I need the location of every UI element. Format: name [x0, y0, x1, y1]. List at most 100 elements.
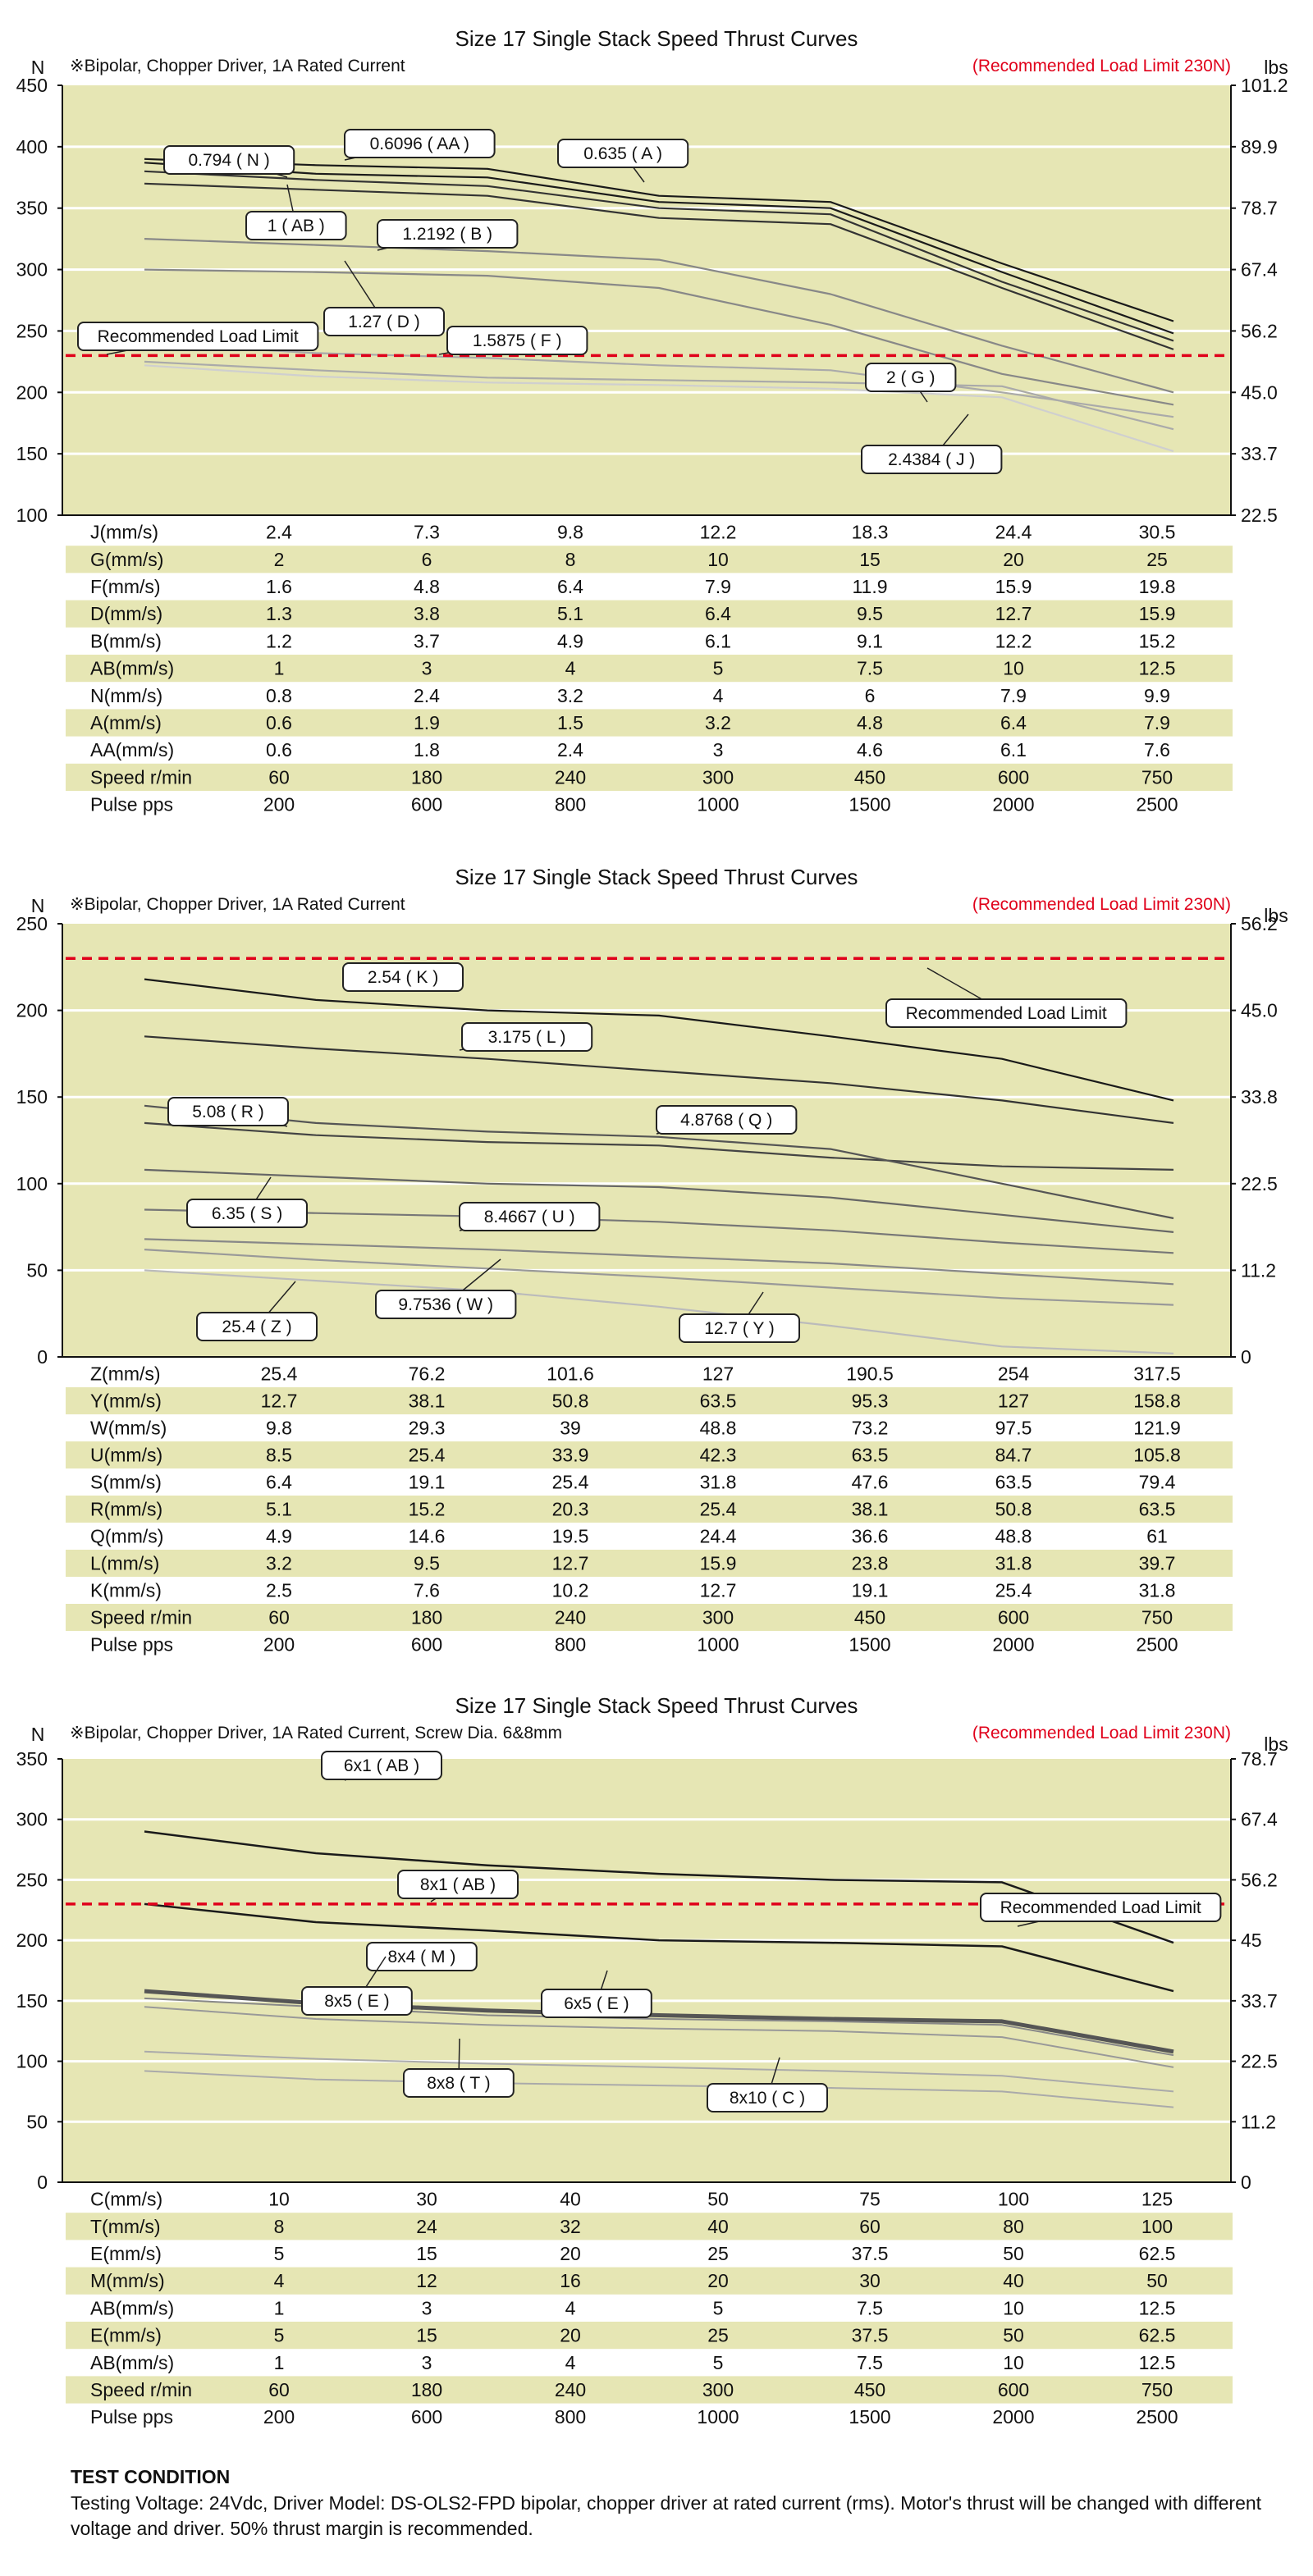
series-line: [144, 1121, 1174, 1171]
y-tick-label-right: 0: [1241, 2172, 1251, 2193]
table-cell: 3.7: [414, 630, 440, 651]
table-row-label: Speed r/min: [90, 1606, 192, 1628]
table-cell: 31.8: [995, 1552, 1032, 1573]
table-cell: 25.4: [552, 1471, 589, 1492]
table-cell: 15: [859, 549, 881, 570]
callout-box: [375, 1290, 517, 1319]
table-row-label: AB(mm/s): [90, 2352, 174, 2373]
table-cell: 12: [416, 2270, 437, 2291]
table-cell: 4.9: [266, 1525, 292, 1546]
callout-box: [323, 307, 445, 336]
table-cell: 4.6: [857, 739, 883, 760]
series-line: [144, 1269, 1174, 1354]
table-cell: 2: [274, 549, 285, 570]
series-line: [144, 2006, 1174, 2068]
table-cell: 19.8: [1139, 576, 1176, 597]
table-cell: 7.9: [1000, 685, 1027, 706]
y-tick-label-right: 45.0: [1241, 1000, 1278, 1021]
table-cell: 25: [707, 2325, 729, 2346]
table-row-label: E(mm/s): [90, 2325, 162, 2346]
table-cell: 63.5: [700, 1390, 737, 1411]
table-row-label: AA(mm/s): [90, 739, 174, 760]
table-row-label: Speed r/min: [90, 766, 192, 788]
callout-box: [77, 322, 319, 351]
table-cell: 1500: [849, 2406, 890, 2428]
y-tick-label-left: 0: [37, 1346, 48, 1368]
chart-subtitle: ※Bipolar, Chopper Driver, 1A Rated Curre…: [70, 895, 405, 914]
table-cell: 8: [565, 549, 576, 570]
table-cell: 25.4: [261, 1363, 298, 1384]
y-tick-label-left: 250: [16, 320, 48, 341]
table-row-shade: [66, 1550, 1233, 1577]
table-cell: 101.6: [547, 1363, 594, 1384]
table-cell: 33.9: [552, 1444, 589, 1465]
y-tick-label-left: 50: [26, 2111, 48, 2132]
table-cell: 12.7: [552, 1552, 589, 1573]
table-cell: 240: [555, 2379, 586, 2400]
table-cell: 62.5: [1139, 2243, 1176, 2264]
table-row-label: S(mm/s): [90, 1471, 162, 1492]
table-cell: 75: [859, 2189, 881, 2210]
series-line: [144, 1104, 1174, 1220]
series-line: [144, 162, 1174, 335]
table-cell: 19.5: [552, 1525, 589, 1546]
table-cell: 750: [1141, 766, 1173, 788]
y-tick-label-right: 22.5: [1241, 505, 1278, 526]
table-row-label: J(mm/s): [90, 522, 158, 543]
y-axis-unit-right: lbs: [1264, 57, 1288, 78]
y-tick-label-right: 78.7: [1241, 198, 1278, 219]
table-cell: 79.4: [1139, 1471, 1176, 1492]
table-cell: 800: [555, 1633, 586, 1655]
table-row-shade: [66, 2213, 1233, 2240]
table-cell: 20: [560, 2325, 581, 2346]
series-label: 0.794 ( N ): [188, 151, 269, 170]
series-line: [144, 2050, 1174, 2093]
thrust-chart-3: Size 17 Single Stack Speed Thrust Curves…: [0, 1674, 1313, 2437]
callout-box: [321, 1751, 442, 1780]
table-cell: 60: [268, 2379, 290, 2400]
callout-box: [245, 211, 347, 240]
table-cell: 0.6: [266, 739, 292, 760]
table-cell: 127: [998, 1390, 1029, 1411]
table-cell: 50.8: [552, 1390, 589, 1411]
y-tick-label-right: 33.8: [1241, 1086, 1278, 1108]
table-cell: 7.5: [857, 658, 883, 679]
table-cell: 3: [713, 739, 724, 760]
table-row-label: L(mm/s): [90, 1552, 159, 1573]
callout-box: [163, 145, 295, 175]
table-cell: 240: [555, 1606, 586, 1628]
plot-area: [62, 924, 1231, 1357]
table-cell: 1500: [849, 794, 890, 815]
table-cell: 62.5: [1139, 2325, 1176, 2346]
table-cell: 12.5: [1139, 2352, 1176, 2373]
table-cell: 12.5: [1139, 658, 1176, 679]
table-row-shade: [66, 763, 1233, 791]
y-tick-label-right: 67.4: [1241, 259, 1278, 281]
table-row-shade: [66, 546, 1233, 573]
table-cell: 600: [998, 766, 1029, 788]
table-cell: 95.3: [852, 1390, 889, 1411]
table-cell: 30.5: [1139, 522, 1176, 543]
y-tick-label-right: 67.4: [1241, 1809, 1278, 1830]
table-cell: 20.3: [552, 1498, 589, 1519]
series-line: [144, 238, 1174, 394]
table-cell: 38.1: [852, 1498, 889, 1519]
table-cell: 2.4: [557, 739, 583, 760]
chart-title: Size 17 Single Stack Speed Thrust Curves: [455, 26, 858, 51]
table-row-label: Pulse pps: [90, 794, 173, 815]
table-cell: 4: [713, 685, 724, 706]
table-row-label: E(mm/s): [90, 2243, 162, 2264]
table-cell: 1.8: [414, 739, 440, 760]
table-cell: 6.4: [705, 603, 731, 624]
table-cell: 180: [411, 766, 442, 788]
callout-box: [342, 962, 464, 992]
table-cell: 48.8: [700, 1417, 737, 1438]
table-cell: 30: [859, 2270, 881, 2291]
table-cell: 1.3: [266, 603, 292, 624]
table-cell: 6.4: [557, 576, 583, 597]
callout-box: [885, 998, 1128, 1028]
table-cell: 4: [565, 658, 576, 679]
table-cell: 450: [854, 766, 885, 788]
table-cell: 3.2: [705, 712, 731, 733]
table-cell: 31.8: [700, 1471, 737, 1492]
